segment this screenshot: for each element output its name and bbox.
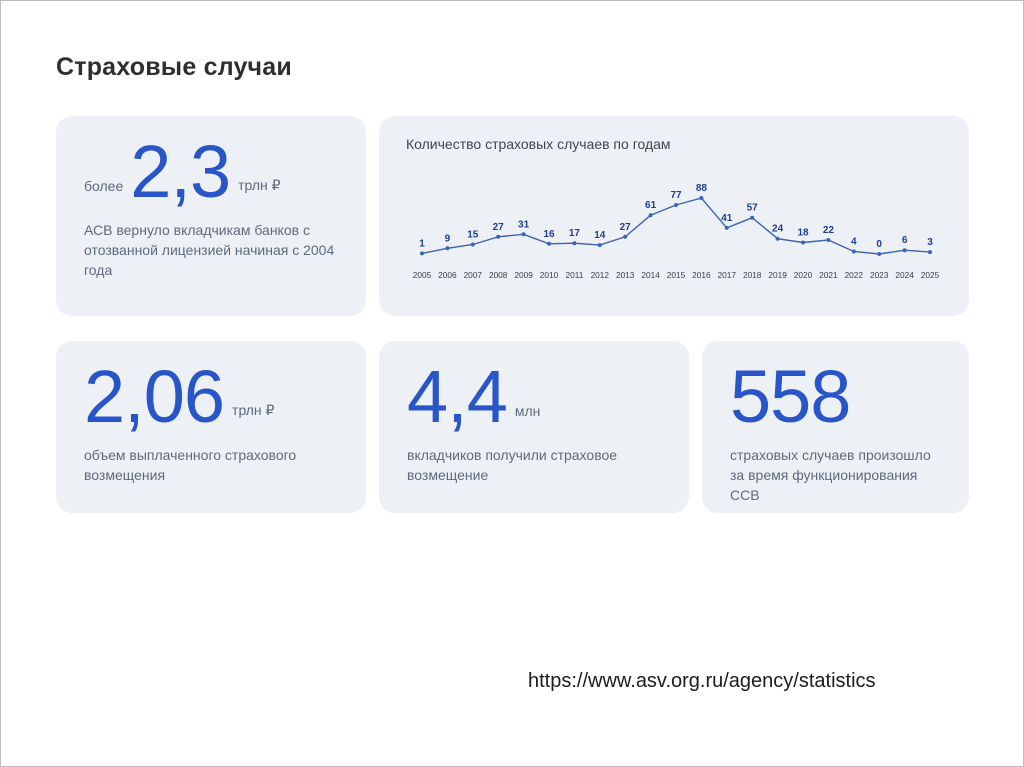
stat-returned-unit: трлн ₽ xyxy=(238,176,281,193)
svg-text:2017: 2017 xyxy=(718,270,737,280)
stat-returned-value: 2,3 xyxy=(130,130,231,213)
svg-text:2023: 2023 xyxy=(870,270,889,280)
top-row: более 2,3 трлн ₽ АСВ вернуло вкладчикам … xyxy=(56,116,969,316)
svg-text:2015: 2015 xyxy=(667,270,686,280)
svg-text:27: 27 xyxy=(620,222,632,233)
svg-text:2018: 2018 xyxy=(743,270,762,280)
svg-text:2019: 2019 xyxy=(768,270,787,280)
svg-text:6: 6 xyxy=(902,235,908,246)
svg-text:2014: 2014 xyxy=(641,270,660,280)
insurance-cases-line-chart: 1 2005 9 2006 15 2007 27 2008 31 2009 16 2010 17 2011… xyxy=(413,183,940,280)
chart-card: Количество страховых случаев по годам 1 2… xyxy=(379,116,969,316)
svg-text:18: 18 xyxy=(797,228,809,239)
svg-text:17: 17 xyxy=(569,228,581,239)
stat-returned-value-row: более 2,3 трлн ₽ xyxy=(84,130,340,213)
bottom-row: 2,06 трлн ₽ объем выплаченного страховог… xyxy=(56,341,969,513)
svg-text:2025: 2025 xyxy=(921,270,940,280)
svg-text:2009: 2009 xyxy=(514,270,533,280)
svg-text:27: 27 xyxy=(493,222,505,233)
svg-text:2011: 2011 xyxy=(565,270,583,280)
chart-area: 1 2005 9 2006 15 2007 27 2008 31 2009 16 2010 17 2011… xyxy=(406,166,945,289)
svg-text:31: 31 xyxy=(518,219,530,230)
svg-text:2024: 2024 xyxy=(895,270,914,280)
stat-card-cases: 558 страховых случаев произошло за время… xyxy=(702,341,969,513)
stat-cases-description: страховых случаев произошло за время фун… xyxy=(730,446,931,504)
svg-text:9: 9 xyxy=(445,233,451,244)
svg-text:2016: 2016 xyxy=(692,270,711,280)
page-title: Страховые случаи xyxy=(56,53,292,81)
stat-returned-description: АСВ вернуло вкладчикам банков с отозванн… xyxy=(84,221,335,279)
svg-text:2020: 2020 xyxy=(794,270,813,280)
stat-card-paid: 2,06 трлн ₽ объем выплаченного страховог… xyxy=(56,341,366,513)
stat-paid-value-row: 2,06 трлн ₽ xyxy=(84,355,340,438)
stat-depositors-description: вкладчиков получили страховое возмещение xyxy=(407,446,618,483)
stat-depositors-unit: млн xyxy=(514,402,541,419)
svg-text:15: 15 xyxy=(467,230,479,241)
stat-card-depositors: 4,4 млн вкладчиков получили страховое во… xyxy=(379,341,689,513)
stat-cases-value: 558 xyxy=(730,355,851,438)
svg-text:2013: 2013 xyxy=(616,270,635,280)
svg-text:16: 16 xyxy=(543,229,555,240)
svg-text:2007: 2007 xyxy=(464,270,483,280)
chart-title: Количество страховых случаев по годам xyxy=(406,136,671,152)
svg-text:41: 41 xyxy=(721,213,733,224)
svg-text:61: 61 xyxy=(645,200,657,211)
svg-text:2022: 2022 xyxy=(845,270,864,280)
stat-returned-prefix: более xyxy=(84,177,124,194)
svg-text:88: 88 xyxy=(696,183,708,194)
svg-text:2012: 2012 xyxy=(591,270,610,280)
svg-text:2008: 2008 xyxy=(489,270,508,280)
svg-text:22: 22 xyxy=(823,225,835,236)
stat-depositors-value: 4,4 xyxy=(407,355,508,438)
svg-text:2006: 2006 xyxy=(438,270,457,280)
stat-paid-description: объем выплаченного страхового возмещения xyxy=(84,446,297,483)
svg-text:2021: 2021 xyxy=(819,270,838,280)
stat-paid-value: 2,06 xyxy=(84,355,225,438)
stat-card-returned: более 2,3 трлн ₽ АСВ вернуло вкладчикам … xyxy=(56,116,366,316)
svg-text:57: 57 xyxy=(747,203,759,214)
svg-text:4: 4 xyxy=(851,237,857,248)
svg-text:14: 14 xyxy=(594,230,606,241)
svg-text:0: 0 xyxy=(876,239,882,250)
svg-text:1: 1 xyxy=(419,238,425,249)
svg-text:2005: 2005 xyxy=(413,270,432,280)
stat-cases-value-row: 558 xyxy=(730,355,943,438)
svg-text:24: 24 xyxy=(772,224,784,235)
svg-text:77: 77 xyxy=(670,190,682,201)
stat-depositors-value-row: 4,4 млн xyxy=(407,355,663,438)
svg-text:2010: 2010 xyxy=(540,270,559,280)
svg-text:3: 3 xyxy=(927,237,933,248)
stat-paid-unit: трлн ₽ xyxy=(232,401,275,418)
source-link[interactable]: https://www.asv.org.ru/agency/statistics xyxy=(528,670,876,692)
